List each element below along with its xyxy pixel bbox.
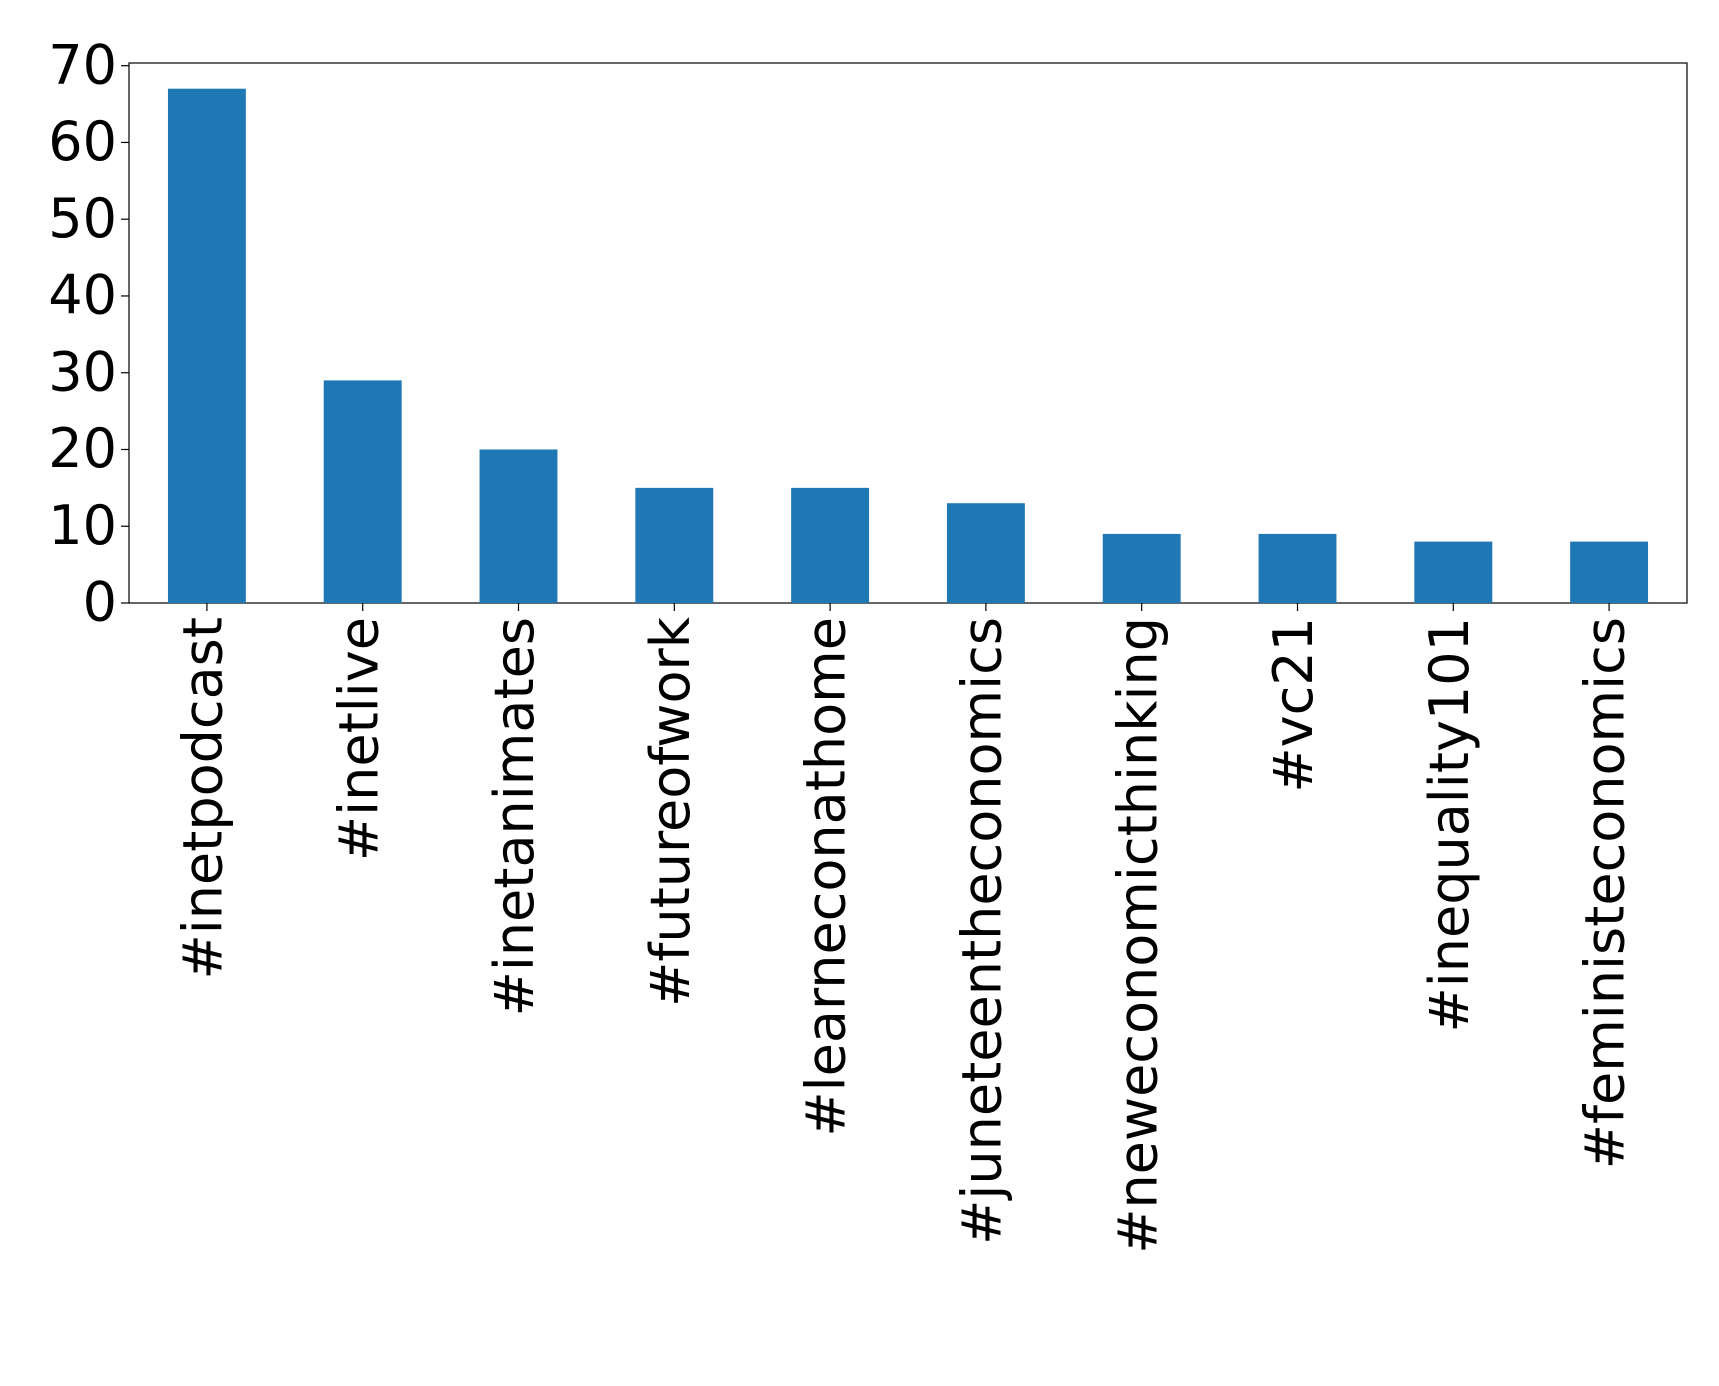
bar bbox=[1570, 541, 1649, 603]
plot-frame bbox=[128, 62, 1688, 604]
x-tick-label: #futureofwork bbox=[639, 616, 702, 1007]
x-tick-label: #learneconathome bbox=[795, 617, 858, 1137]
x-tick-label: #juneteentheconomics bbox=[951, 617, 1014, 1245]
x-tick-label: #inetanimates bbox=[483, 617, 546, 1016]
x-tick-label: #vc21 bbox=[1262, 617, 1325, 793]
bar bbox=[1102, 533, 1181, 603]
x-tick-label: #neweconomicthinking bbox=[1106, 617, 1169, 1254]
x-tick-label: #inequality101 bbox=[1418, 617, 1481, 1033]
y-tick-label: 30 bbox=[48, 340, 117, 403]
bar bbox=[791, 487, 870, 603]
x-tick-label: #feministeconomics bbox=[1574, 617, 1637, 1169]
bar bbox=[1258, 533, 1337, 603]
bar bbox=[1414, 541, 1493, 603]
bar bbox=[167, 88, 246, 603]
x-tick-label: #inetpodcast bbox=[172, 617, 235, 980]
y-tick-label: 50 bbox=[48, 187, 117, 250]
y-tick-label: 60 bbox=[48, 110, 117, 173]
y-tick-label: 20 bbox=[48, 417, 117, 480]
bar bbox=[479, 449, 558, 603]
bar bbox=[323, 380, 402, 603]
y-tick-label: 10 bbox=[48, 494, 117, 557]
x-tick-label: #inetlive bbox=[327, 617, 390, 861]
y-tick-label: 40 bbox=[48, 264, 117, 327]
bar bbox=[946, 503, 1025, 603]
y-tick-label: 0 bbox=[83, 571, 117, 634]
y-tick-label: 70 bbox=[48, 33, 117, 96]
bar bbox=[635, 487, 714, 603]
